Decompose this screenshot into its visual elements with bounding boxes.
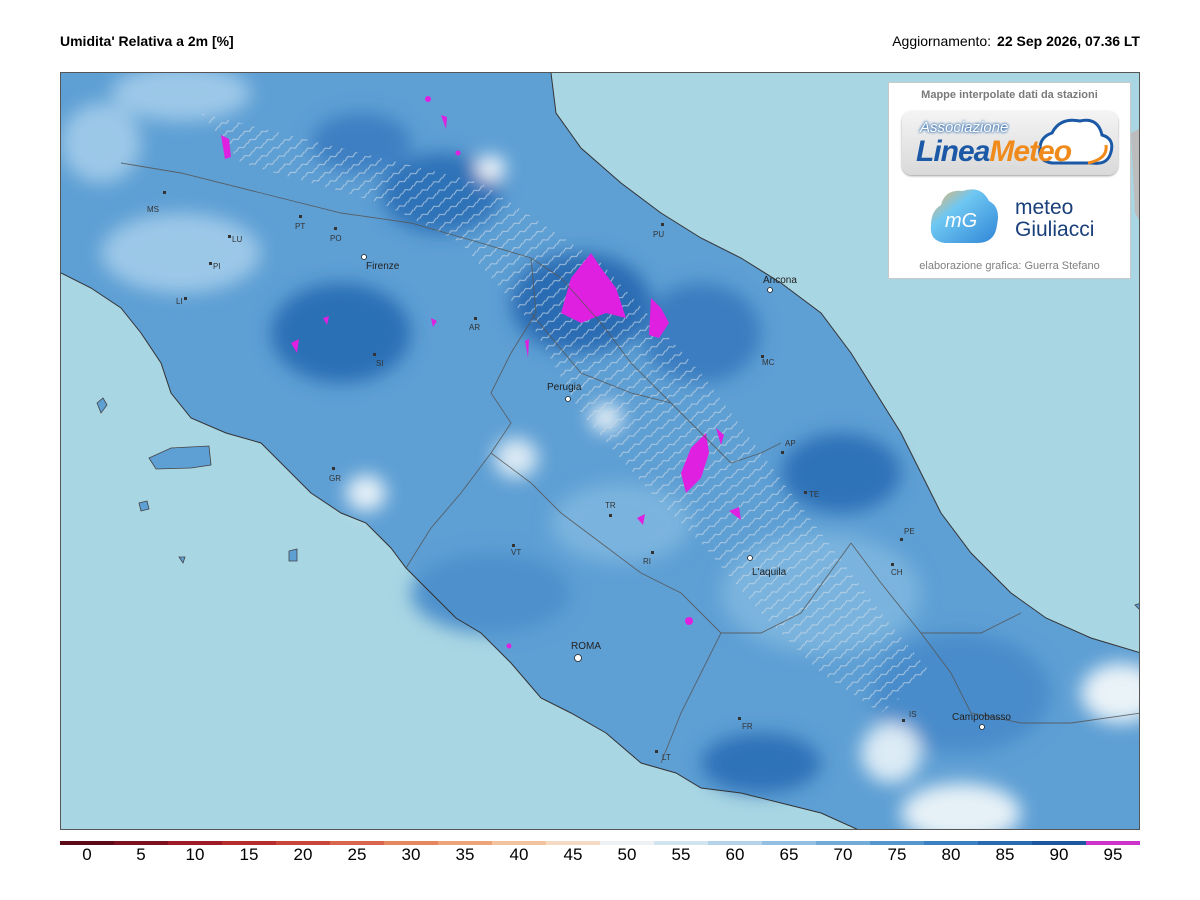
color-scale-tick-label: 30	[401, 845, 421, 864]
prov-label-lt: LT	[662, 753, 671, 762]
city-label-roma: ROMA	[571, 641, 601, 652]
color-scale-segment	[762, 841, 816, 845]
giuliacci-logo-text: meteo Giuliacci	[1015, 197, 1094, 241]
region-borders	[120, 162, 1139, 764]
color-scale-tick-label: 95	[1103, 845, 1123, 864]
lineameteo-name: LineaMeteo	[916, 135, 1072, 169]
color-scale-segment	[654, 841, 708, 845]
color-scale-segment	[330, 841, 384, 845]
color-scale-segment	[1086, 841, 1140, 845]
color-scale-tick-label: 40	[509, 845, 529, 864]
update-timestamp: Aggiornamento: 22 Sep 2026, 07.36 LT	[892, 33, 1140, 49]
city-label-ancona: Ancona	[763, 275, 797, 286]
prov-label-pu: PU	[653, 230, 664, 239]
color-scale-tick-label: 10	[185, 845, 205, 864]
prov-label-lu: LU	[232, 235, 242, 244]
city-label-perugia: Perugia	[547, 382, 582, 393]
prov-label-pt: PT	[295, 222, 305, 231]
color-scale-segment	[276, 841, 330, 845]
lineameteo-name-a: Linea	[916, 135, 990, 168]
credits-caption-top: Mappe interpolate dati da stazioni	[921, 89, 1098, 101]
prov-label-si: SI	[376, 359, 384, 368]
color-scale-segment	[492, 841, 546, 845]
color-scale-segment	[870, 841, 924, 845]
color-scale-tick-label: 45	[563, 845, 583, 864]
color-scale-tick-label: 50	[617, 845, 637, 864]
prov-label-li: LI	[176, 297, 183, 306]
color-scale-segment	[384, 841, 438, 845]
color-scale-tick-label: 20	[293, 845, 313, 864]
prov-label-tr: TR	[605, 501, 616, 510]
prov-label-ms: MS	[147, 205, 159, 214]
map-title: Umidita' Relativa a 2m [%]	[60, 33, 234, 49]
islands	[96, 397, 1139, 610]
color-scale-segment	[978, 841, 1032, 845]
saturation-patches	[221, 96, 741, 649]
lineameteo-name-b: Meteo	[989, 135, 1072, 168]
color-scale-bar	[60, 841, 1140, 845]
prov-label-ap: AP	[785, 439, 796, 448]
color-scale-segment	[114, 841, 168, 845]
prov-label-fr: FR	[742, 722, 753, 731]
province-labels: MS LU PI LI PT PO AR SI GR PU MC AP TE P…	[147, 205, 917, 762]
city-labels: Firenze Ancona Perugia L'aquila ROMA Cam…	[366, 261, 1011, 723]
lineameteo-logo: Associazione LineaMeteo	[902, 111, 1118, 175]
color-scale-segment	[708, 841, 762, 845]
color-scale-tick-label: 75	[887, 845, 907, 864]
update-value: 22 Sep 2026, 07.36 LT	[997, 33, 1140, 49]
giuliacci-logo-icon: mG	[930, 189, 998, 243]
color-scale-tick-label: 90	[1049, 845, 1069, 864]
color-scale-segment	[924, 841, 978, 845]
color-scale-tick-label: 25	[347, 845, 367, 864]
prov-label-ar: AR	[469, 323, 480, 332]
giuliacci-mark: mG	[945, 210, 977, 232]
credits-box: Mappe interpolate dati da stazioni Assoc…	[888, 82, 1131, 279]
giuliacci-line1: meteo	[1015, 196, 1074, 219]
color-scale-tick-label: 70	[833, 845, 853, 864]
lineameteo-assoc-text: Associazione	[920, 119, 1009, 136]
color-scale-segment	[600, 841, 654, 845]
cloud-icon	[1038, 118, 1114, 165]
prov-label-po: PO	[330, 234, 342, 243]
prov-label-te: TE	[809, 490, 819, 499]
color-scale-tick-label: 0	[82, 845, 92, 864]
relief-shading	[201, 113, 931, 713]
color-scale-segment	[60, 841, 114, 845]
color-scale-segment	[168, 841, 222, 845]
city-label-firenze: Firenze	[366, 261, 400, 272]
prov-label-pi: PI	[213, 262, 221, 271]
color-scale-tick-label: 80	[941, 845, 961, 864]
color-scale-segment	[222, 841, 276, 845]
city-label-laquila: L'aquila	[752, 567, 787, 578]
color-scale-ticks: 0 5 10 15 20 25 30 35 40 45 50 55 60 65 70 75 80 85 90 95	[60, 845, 1140, 867]
foreign-land	[1131, 129, 1139, 220]
color-scale-segment	[546, 841, 600, 845]
color-scale-tick-label: 15	[239, 845, 259, 864]
credits-caption-bottom: elaborazione grafica: Guerra Stefano	[919, 260, 1100, 272]
prov-label-pe: PE	[904, 527, 915, 536]
color-scale-segment	[816, 841, 870, 845]
color-scale-tick-label: 55	[671, 845, 691, 864]
city-markers	[361, 254, 985, 730]
color-scale-tick-label: 65	[779, 845, 799, 864]
prov-label-mc: MC	[762, 358, 775, 367]
giuliacci-line2: Giuliacci	[1015, 218, 1095, 241]
color-scale-segment	[1032, 841, 1086, 845]
prov-label-ri: RI	[643, 557, 651, 566]
color-scale-tick-label: 60	[725, 845, 745, 864]
prov-label-is: IS	[909, 710, 917, 719]
update-label: Aggiornamento:	[892, 33, 992, 49]
color-scale-segment	[438, 841, 492, 845]
color-scale-tick-label: 35	[455, 845, 475, 864]
province-markers	[163, 191, 905, 753]
prov-label-gr: GR	[329, 474, 341, 483]
color-scale-tick-label: 85	[995, 845, 1015, 864]
city-label-campobasso: Campobasso	[952, 712, 1011, 723]
prov-label-ch: CH	[891, 568, 903, 577]
prov-label-vt: VT	[511, 548, 521, 557]
color-scale-tick-label: 5	[136, 845, 146, 864]
